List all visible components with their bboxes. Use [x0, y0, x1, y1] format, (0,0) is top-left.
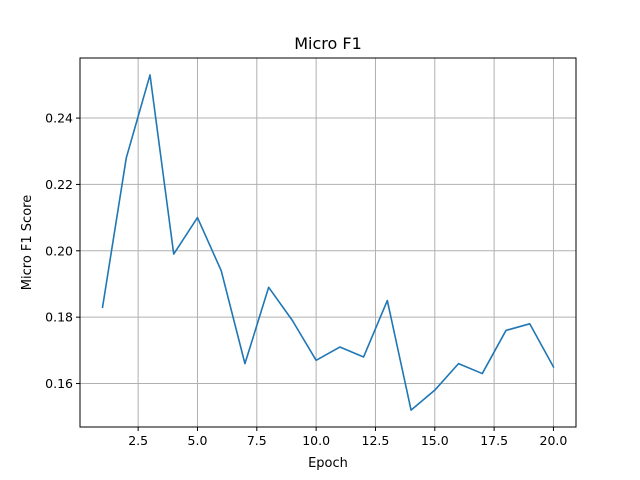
x-tick-label: 7.5 [247, 433, 267, 448]
x-tick-label: 2.5 [128, 433, 148, 448]
y-axis-label: Micro F1 Score [20, 195, 35, 290]
x-tick-label: 17.5 [480, 433, 508, 448]
x-axis: 2.5 5.0 7.5 10.0 12.5 15.0 17.5 20.0 [128, 427, 567, 448]
grid [80, 58, 576, 427]
y-tick-label: 0.22 [45, 177, 73, 192]
x-tick-label: 10.0 [302, 433, 330, 448]
x-tick-label: 20.0 [540, 433, 568, 448]
y-tick-label: 0.20 [45, 243, 73, 258]
series-layer [101, 74, 555, 411]
x-tick-label: 5.0 [188, 433, 208, 448]
chart-title: Micro F1 [294, 34, 362, 53]
series-line [101, 74, 555, 411]
y-tick-label: 0.16 [45, 376, 73, 391]
plot-frame [79, 57, 577, 428]
y-tick-label: 0.24 [45, 111, 73, 126]
x-tick-label: 12.5 [362, 433, 390, 448]
x-tick-label: 15.0 [421, 433, 449, 448]
y-axis: 0.16 0.18 0.20 0.22 0.24 [45, 111, 80, 391]
y-tick-label: 0.18 [45, 310, 73, 325]
x-axis-label: Epoch [308, 456, 348, 471]
